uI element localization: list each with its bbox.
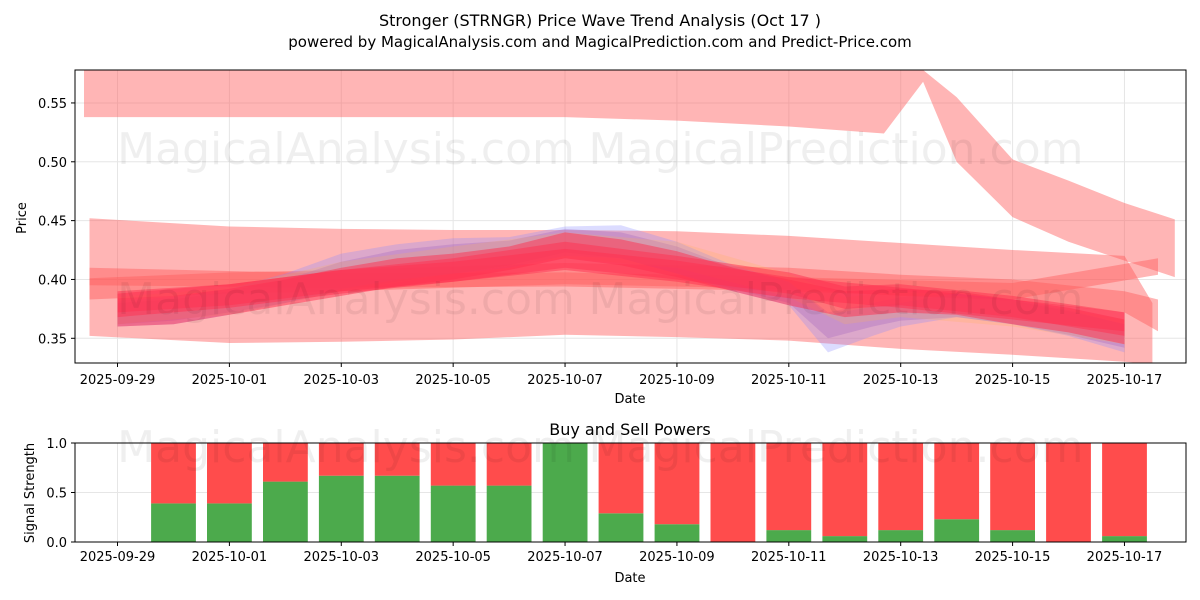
band-orange-wave xyxy=(117,232,1125,345)
buy-bar-13 xyxy=(878,530,924,542)
watermark-left-bottom: MagicalAnalysis.com xyxy=(117,274,575,325)
buy-bar-15 xyxy=(990,530,1035,542)
main-y-tick-label-0: 0.35 xyxy=(38,332,67,347)
band-purple-wave xyxy=(117,228,1125,348)
main-x-tick-label-7: 2025-10-13 xyxy=(863,373,939,388)
buy-bar-11 xyxy=(766,530,812,542)
bar-x-tick-label-4: 2025-10-07 xyxy=(527,550,603,565)
buy-bar-9 xyxy=(654,524,700,542)
sell-bar-13 xyxy=(878,443,924,531)
main-x-tick-label-0: 2025-09-29 xyxy=(80,373,156,388)
sell-bar-0 xyxy=(151,443,196,504)
buy-bar-14 xyxy=(934,519,980,542)
bar-x-tick-label-7: 2025-10-13 xyxy=(863,550,939,565)
buy-bar-3 xyxy=(318,475,364,542)
sell-bar-3 xyxy=(318,443,364,476)
band-wide-channel xyxy=(89,218,1153,363)
main-y-tick-label-4: 0.55 xyxy=(38,97,67,112)
bar-x-tick-label-1: 2025-10-01 xyxy=(192,550,268,565)
main-x-tick-label-5: 2025-10-09 xyxy=(639,373,715,388)
watermark-left-top: MagicalAnalysis.com xyxy=(117,124,575,175)
sell-bar-17 xyxy=(1102,443,1147,537)
buy-bar-17 xyxy=(1102,536,1147,542)
bar-y-axis-label: Signal Strength xyxy=(23,443,38,543)
band-upper-wave xyxy=(84,70,1175,278)
sell-bar-15 xyxy=(990,443,1035,531)
bar-y-axis: 0.0 0.5 1.0 xyxy=(46,437,75,551)
main-y-tick-label-3: 0.50 xyxy=(38,156,67,171)
buy-bar-5 xyxy=(430,485,476,542)
buy-bar-12 xyxy=(822,536,868,542)
watermark-left-bars: MagicalAnalysis.com xyxy=(117,422,575,473)
buy-bar-0 xyxy=(151,503,196,542)
buy-bar-4 xyxy=(374,475,420,542)
sell-bar-11 xyxy=(766,443,812,531)
sell-bar-4 xyxy=(374,443,420,476)
sell-bar-14 xyxy=(934,443,980,520)
buy-bar-2 xyxy=(263,481,308,542)
main-x-tick-label-8: 2025-10-15 xyxy=(975,373,1051,388)
bar-x-tick-label-8: 2025-10-15 xyxy=(975,550,1051,565)
price-bands xyxy=(84,70,1175,363)
main-y-tick-label-1: 0.40 xyxy=(38,273,67,288)
bar-x-tick-label-9: 2025-10-17 xyxy=(1087,550,1163,565)
main-y-axis: 0.35 0.40 0.45 0.50 0.55 xyxy=(38,97,75,347)
bar-x-axis-label: Date xyxy=(614,571,645,586)
main-y-tick-label-2: 0.45 xyxy=(38,215,67,230)
sell-bar-10 xyxy=(710,443,756,542)
sell-bar-5 xyxy=(430,443,476,486)
main-x-tick-label-2: 2025-10-03 xyxy=(304,373,380,388)
bar-watermarks: MagicalAnalysis.com MagicalPrediction.co… xyxy=(117,422,1083,473)
watermark-right-bottom: MagicalPrediction.com xyxy=(589,274,1084,325)
main-plot-frame xyxy=(74,69,1187,364)
bar-x-tick-label-0: 2025-09-29 xyxy=(80,550,156,565)
sell-bar-9 xyxy=(654,443,700,525)
bar-x-tick-label-5: 2025-10-09 xyxy=(639,550,715,565)
band-red-wave-3 xyxy=(117,248,1125,332)
main-x-tick-label-3: 2025-10-05 xyxy=(415,373,491,388)
main-gridlines xyxy=(75,70,1186,363)
buy-sell-plot: Buy and Sell Powers MagicalAnalysis.com … xyxy=(23,420,1187,586)
sell-bar-6 xyxy=(486,443,532,486)
buy-sell-bars xyxy=(151,443,1147,542)
watermark-right-bars: MagicalPrediction.com xyxy=(589,422,1084,473)
main-x-axis: 2025-09-29 2025-10-01 2025-10-03 2025-10-05… xyxy=(80,363,1163,388)
main-x-tick-label-1: 2025-10-01 xyxy=(192,373,268,388)
bar-x-tick-label-6: 2025-10-11 xyxy=(751,550,827,565)
price-wave-plot: MagicalAnalysis.com MagicalPrediction.co… xyxy=(15,69,1187,407)
bar-y-tick-label-1: 0.5 xyxy=(46,487,67,502)
main-x-tick-label-6: 2025-10-11 xyxy=(751,373,827,388)
sell-bar-16 xyxy=(1046,443,1091,542)
buy-bar-1 xyxy=(207,503,252,542)
bar-x-tick-label-3: 2025-10-05 xyxy=(415,550,491,565)
bar-y-tick-label-0: 0.0 xyxy=(46,536,67,551)
bar-x-tick-label-2: 2025-10-03 xyxy=(304,550,380,565)
main-watermarks: MagicalAnalysis.com MagicalPrediction.co… xyxy=(117,124,1083,325)
watermark-right-top: MagicalPrediction.com xyxy=(589,124,1084,175)
main-x-tick-label-9: 2025-10-17 xyxy=(1087,373,1163,388)
bar-x-axis: 2025-09-29 2025-10-01 2025-10-03 2025-10-05… xyxy=(80,542,1163,565)
bar-chart-title: Buy and Sell Powers xyxy=(549,420,711,439)
sell-bar-1 xyxy=(207,443,252,504)
buy-bar-6 xyxy=(486,485,532,542)
bar-y-tick-label-2: 1.0 xyxy=(46,437,67,452)
main-y-axis-label: Price xyxy=(15,202,30,234)
sell-bar-12 xyxy=(822,443,868,537)
chart-title: Stronger (STRNGR) Price Wave Trend Analy… xyxy=(379,11,821,30)
sell-bar-8 xyxy=(598,443,644,514)
band-blue-wave xyxy=(117,225,1125,353)
buy-bar-7 xyxy=(542,443,588,542)
main-x-axis-label: Date xyxy=(614,392,645,407)
buy-bar-8 xyxy=(598,513,644,542)
chart-subtitle: powered by MagicalAnalysis.com and Magic… xyxy=(288,33,912,51)
main-x-tick-label-4: 2025-10-07 xyxy=(527,373,603,388)
sell-bar-2 xyxy=(263,443,308,482)
